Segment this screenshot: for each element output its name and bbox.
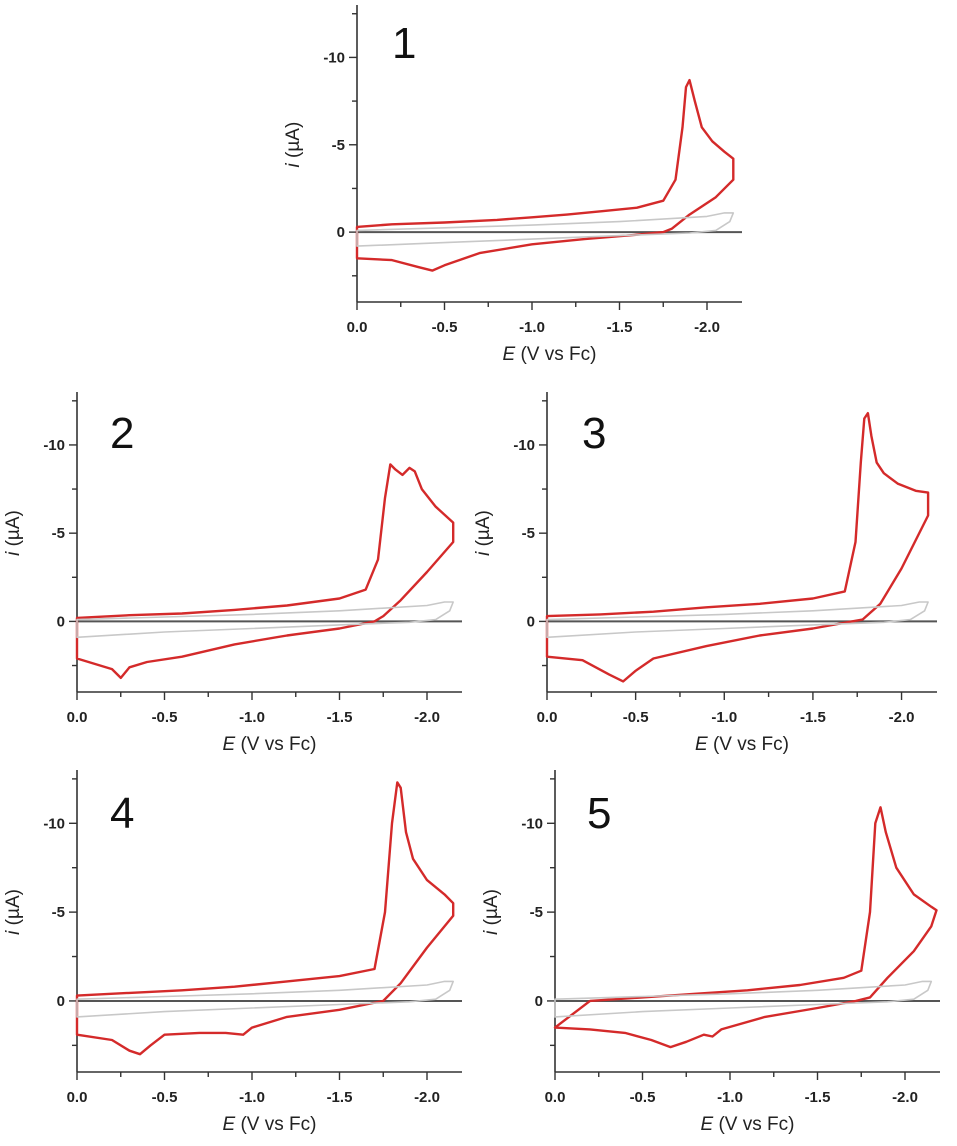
x-tick-label: -1.5	[327, 709, 353, 726]
y-tick-label: 0	[337, 224, 345, 241]
y-tick-label: -10	[513, 437, 535, 454]
panel-number: 4	[110, 789, 134, 838]
background-trace	[356, 212, 735, 247]
x-axis-title: E (V vs Fc)	[695, 734, 789, 755]
x-tick-label: -1.5	[607, 319, 633, 336]
panel-number: 5	[587, 789, 611, 838]
y-axis-unit: (µA)	[481, 889, 502, 931]
x-tick-label: -0.5	[152, 1089, 178, 1106]
panel-number: 1	[392, 19, 416, 68]
x-axis-variable: E	[695, 734, 708, 755]
x-tick-label: -2.0	[892, 1089, 918, 1106]
cv-panel-2: -10 -5 0 0.0 -0.5 -1.0 -1.5 -2.0 2 E (V vs Fc) i (…	[3, 392, 462, 755]
x-tick-label: 0.0	[545, 1089, 566, 1106]
y-axis-title: i (µA)	[3, 510, 24, 556]
x-axis-variable: E	[701, 1114, 714, 1135]
x-axis-unit: (V vs Fc)	[235, 734, 316, 755]
x-tick-label: -1.0	[239, 709, 265, 726]
y-axis-unit: (µA)	[3, 510, 24, 552]
x-axis-title: E (V vs Fc)	[223, 1114, 317, 1135]
y-tick-label: -5	[522, 525, 535, 542]
x-tick-label: -0.5	[630, 1089, 656, 1106]
x-tick-label: 0.0	[347, 319, 368, 336]
x-axis-unit: (V vs Fc)	[713, 1114, 794, 1135]
x-axis-variable: E	[223, 1114, 236, 1135]
cv-panel-1: -10 -5 0 0.0 -0.5 -1.0 -1.5 -2.0 1 E (V vs Fc) i (…	[283, 5, 742, 365]
voltammogram-trace	[75, 463, 455, 680]
background-trace	[76, 601, 454, 639]
x-tick-label: -0.5	[623, 709, 649, 726]
y-axis-variable: i	[473, 551, 494, 556]
background-trace	[546, 601, 929, 639]
y-axis-variable: i	[283, 162, 304, 167]
x-tick-label: -1.0	[711, 709, 737, 726]
x-axis-unit: (V vs Fc)	[708, 734, 789, 755]
y-tick-label: -10	[43, 437, 65, 454]
y-axis-title: i (µA)	[473, 510, 494, 556]
y-axis-unit: (µA)	[473, 510, 494, 552]
y-tick-label: -5	[52, 904, 65, 921]
x-tick-label: -1.0	[239, 1089, 265, 1106]
y-axis-title: i (µA)	[481, 889, 502, 935]
x-tick-label: -1.5	[805, 1089, 831, 1106]
y-tick-label: -10	[323, 49, 345, 66]
x-axis-title: E (V vs Fc)	[701, 1114, 795, 1135]
y-axis-variable: i	[3, 930, 24, 935]
panel-number: 2	[110, 409, 134, 458]
x-tick-label: 0.0	[67, 709, 88, 726]
x-axis-title: E (V vs Fc)	[503, 344, 597, 365]
y-axis-unit: (µA)	[283, 122, 304, 164]
x-axis-variable: E	[223, 734, 236, 755]
background-trace	[554, 980, 933, 1018]
voltammogram-trace	[355, 78, 735, 272]
y-tick-label: 0	[527, 613, 535, 630]
background-trace	[76, 980, 454, 1018]
x-tick-label: -0.5	[432, 319, 458, 336]
x-tick-label: -0.5	[152, 709, 178, 726]
voltammogram-trace	[553, 806, 938, 1049]
x-tick-label: -2.0	[414, 709, 440, 726]
x-tick-label: -1.0	[519, 319, 545, 336]
voltammogram-trace	[75, 781, 455, 1056]
cv-panel-4: -10 -5 0 0.0 -0.5 -1.0 -1.5 -2.0 4 E (V vs Fc) i (…	[3, 770, 462, 1135]
y-tick-label: 0	[57, 993, 65, 1010]
y-tick-label: 0	[535, 993, 543, 1010]
y-axis-title: i (µA)	[3, 889, 24, 935]
x-tick-label: -2.0	[694, 319, 720, 336]
y-tick-label: -5	[332, 137, 345, 154]
y-axis-title: i (µA)	[283, 122, 304, 168]
x-tick-label: 0.0	[537, 709, 558, 726]
y-axis-variable: i	[3, 551, 24, 556]
y-tick-label: -10	[521, 815, 543, 832]
cv-panel-3: -10 -5 0 0.0 -0.5 -1.0 -1.5 -2.0 3 E (V vs Fc) i (…	[473, 392, 937, 755]
y-tick-label: -5	[52, 525, 65, 542]
x-axis-unit: (V vs Fc)	[515, 344, 596, 365]
y-axis-variable: i	[481, 930, 502, 935]
y-tick-label: -5	[530, 904, 543, 921]
x-tick-label: -2.0	[889, 709, 915, 726]
panel-number: 3	[582, 409, 606, 458]
x-tick-label: 0.0	[67, 1089, 88, 1106]
x-axis-unit: (V vs Fc)	[235, 1114, 316, 1135]
voltammogram-trace	[545, 412, 930, 683]
x-axis-title: E (V vs Fc)	[223, 734, 317, 755]
x-tick-label: -1.5	[327, 1089, 353, 1106]
y-tick-label: 0	[57, 613, 65, 630]
y-axis-unit: (µA)	[3, 889, 24, 931]
x-axis-variable: E	[503, 344, 516, 365]
x-tick-label: -2.0	[414, 1089, 440, 1106]
cv-panel-5: -10 -5 0 0.0 -0.5 -1.0 -1.5 -2.0 5 E (V vs Fc) i (…	[481, 770, 940, 1135]
x-tick-label: -1.5	[800, 709, 826, 726]
y-tick-label: -10	[43, 815, 65, 832]
x-tick-label: -1.0	[717, 1089, 743, 1106]
